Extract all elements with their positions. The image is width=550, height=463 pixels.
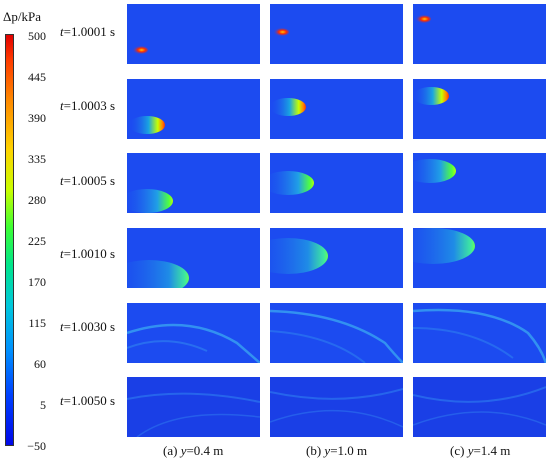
contour-panel xyxy=(270,228,403,288)
colorbar-tick: 280 xyxy=(28,193,46,207)
pressure-bubble xyxy=(413,87,449,105)
row-label: t=1.0030 s xyxy=(60,319,116,334)
colorbar-tick: 115 xyxy=(28,316,46,330)
wave-front xyxy=(127,323,260,363)
pressure-bubble xyxy=(270,171,314,195)
pressure-bubble xyxy=(270,98,306,116)
pressure-bubble xyxy=(413,228,475,264)
contour-panel xyxy=(270,153,403,213)
contour-panel xyxy=(413,4,546,64)
wave-front xyxy=(413,386,546,403)
contour-panel xyxy=(127,303,260,363)
pressure-bubble xyxy=(270,238,328,274)
row-label: t=1.0010 s xyxy=(60,246,116,261)
colorbar-tick: 170 xyxy=(28,275,46,289)
contour-panel xyxy=(127,4,260,64)
contour-panel xyxy=(413,303,546,363)
contour-panel xyxy=(413,153,546,213)
contour-panel xyxy=(127,228,260,288)
contour-panel xyxy=(413,377,546,437)
contour-panel xyxy=(127,377,260,437)
pressure-bubble xyxy=(132,46,148,54)
wave-front xyxy=(127,392,260,403)
colorbar-tick: 335 xyxy=(28,152,46,166)
wave-front xyxy=(136,413,260,437)
contour-panel xyxy=(270,79,403,139)
colorbar-tick: 60 xyxy=(34,357,46,371)
contour-panel xyxy=(413,79,546,139)
wave-front xyxy=(270,409,403,428)
wave-front xyxy=(270,330,366,363)
wave-front xyxy=(270,388,403,400)
colorbar xyxy=(5,34,14,446)
pressure-bubble xyxy=(413,159,456,183)
colorbar-tick: 500 xyxy=(28,29,46,43)
contour-panel xyxy=(270,303,403,363)
contour-panel xyxy=(413,228,546,288)
pressure-bubble xyxy=(127,260,189,288)
contour-panel xyxy=(127,79,260,139)
row-label: t=1.0050 s xyxy=(60,393,116,408)
wave-front xyxy=(413,327,514,359)
column-label: (b) y=1.0 m xyxy=(306,443,368,458)
contour-panel xyxy=(270,377,403,437)
colorbar-tick: −50 xyxy=(27,439,46,453)
wave-front xyxy=(127,340,208,352)
wave-front xyxy=(270,309,403,363)
wave-front xyxy=(413,411,546,426)
contour-panel xyxy=(270,4,403,64)
pressure-bubble xyxy=(129,116,165,134)
colorbar-tick: 5 xyxy=(40,398,46,412)
row-label: t=1.0001 s xyxy=(60,24,116,39)
colorbar-tick: 390 xyxy=(28,111,46,125)
pressure-bubble xyxy=(273,28,289,36)
pressure-bubble xyxy=(127,189,173,213)
colorbar-label: Δp/kPa xyxy=(3,9,41,24)
column-label: (c) y=1.4 m xyxy=(450,443,511,458)
column-label: (a) y=0.4 m xyxy=(163,443,224,458)
wave-front xyxy=(413,308,546,363)
row-label: t=1.0003 s xyxy=(60,98,116,113)
colorbar-tick: 445 xyxy=(28,70,46,84)
pressure-bubble xyxy=(415,15,431,23)
colorbar-tick: 225 xyxy=(28,234,46,248)
contour-panel xyxy=(127,153,260,213)
row-label: t=1.0005 s xyxy=(60,173,116,188)
